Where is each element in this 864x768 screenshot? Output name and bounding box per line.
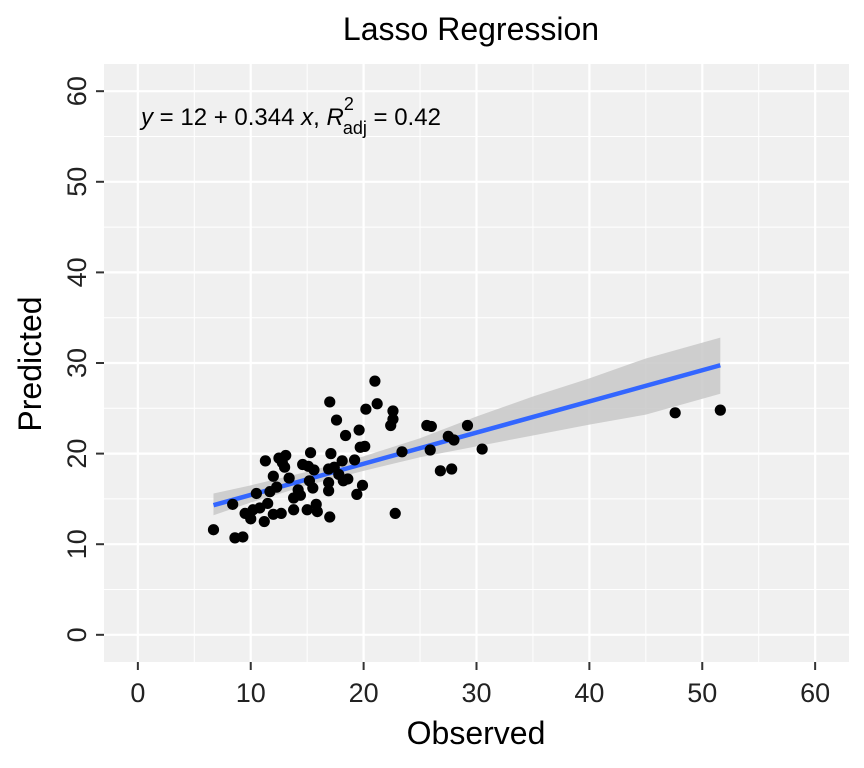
y-tick-label: 60 [62,76,92,106]
annotation-r-subscript: adj [343,118,367,138]
data-point [476,443,488,455]
data-point [304,447,317,459]
fit-line-layer [212,363,721,508]
data-point [425,420,437,433]
data-point [279,461,291,473]
data-point [311,505,323,518]
data-point [294,489,307,501]
data-point [288,504,300,516]
data-point [271,481,283,493]
data-point [250,487,262,500]
y-axis: 0 10 20 30 40 50 60 [62,76,104,642]
x-tick-label: 40 [574,678,604,708]
grid-major [104,64,849,662]
data-point [259,455,272,467]
data-point [351,488,363,500]
data-point [342,473,354,485]
x-tick-label: 50 [687,678,717,708]
data-point [387,413,399,425]
annotation-r-value: = 0.42 [367,104,441,131]
data-point [323,485,335,497]
data-point [359,440,371,452]
data-point [356,479,369,491]
y-tick-label: 40 [62,257,92,287]
annotation-separator: , [313,104,326,131]
annotation-x-var: x [300,104,314,131]
data-point [275,507,287,520]
regression-annotation: y = 12 + 0.344 x, R2 adj = 0.42 [139,94,441,138]
data-point [258,515,270,528]
data-point [301,504,313,516]
annotation-y-var: y [139,104,155,131]
annotation-equation: = 12 + 0.344 [153,104,301,131]
data-point [369,375,381,387]
data-point [339,429,352,442]
data-point [283,472,295,484]
data-point [307,482,319,494]
y-tick-label: 20 [62,439,92,469]
data-point [424,444,436,456]
data-point [262,497,274,510]
data-point [237,531,249,543]
annotation-r-symbol: R [326,104,343,131]
chart-title: Lasso Regression [343,11,599,47]
annotation-r-superscript: 2 [344,94,354,114]
data-point [360,403,372,415]
data-point [389,507,401,520]
y-tick-label: 0 [62,627,92,642]
y-tick-label: 50 [62,167,92,197]
x-axis-title: Observed [407,715,546,751]
data-point [446,463,458,475]
y-tick-label: 10 [62,529,92,559]
y-axis-title: Predicted [12,296,48,431]
points-layer [207,375,726,544]
data-point [245,513,257,525]
data-point [714,404,726,416]
data-point [267,470,279,482]
data-point [336,455,348,467]
y-tick-label: 30 [62,348,92,378]
x-tick-label: 30 [461,678,491,708]
data-point [324,511,336,523]
data-point [371,398,383,410]
x-tick-label: 60 [800,678,830,708]
data-point [669,407,681,419]
data-point [207,524,220,536]
data-point [448,434,460,446]
data-point [396,446,408,458]
data-point [324,396,336,408]
data-point [387,405,399,417]
data-point [325,448,337,460]
data-point [461,419,474,432]
data-point [308,464,320,476]
x-axis: 0 10 20 30 40 50 60 [130,662,830,708]
data-point [227,498,239,510]
regression-line [212,363,721,508]
data-point [348,454,361,466]
data-point [353,424,365,436]
data-point [280,449,292,462]
data-point [323,477,335,489]
data-point [434,465,446,477]
x-tick-label: 10 [236,678,266,708]
data-point [330,414,343,426]
x-tick-label: 0 [130,678,145,708]
x-tick-label: 20 [349,678,379,708]
